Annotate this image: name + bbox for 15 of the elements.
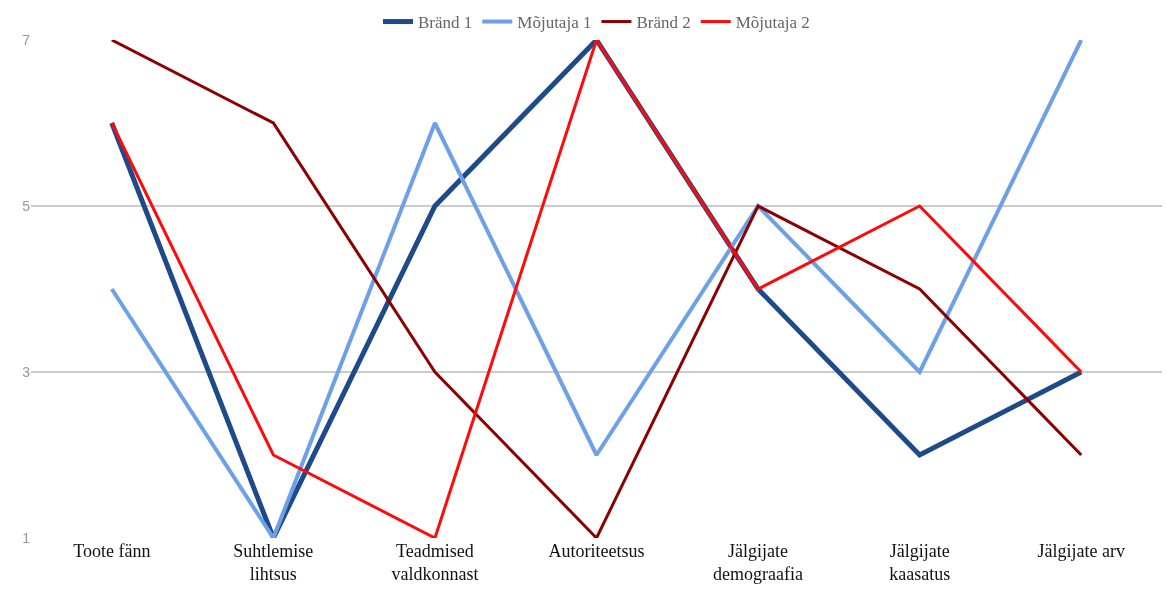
x-tick-label: Jälgijate demograafia <box>713 541 804 585</box>
legend-label: Bränd 2 <box>636 13 691 33</box>
x-tick-label: Autoriteetsus <box>548 541 645 561</box>
x-tick-label: Suhtlemise lihtsus <box>233 541 314 585</box>
y-tick-label: 7 <box>22 31 31 48</box>
legend-label: Mõjutaja 2 <box>735 13 810 33</box>
x-tick-label: Jälgijate kaasatus <box>889 541 951 585</box>
y-tick-label: 1 <box>22 529 31 546</box>
y-tick-label: 3 <box>22 363 31 380</box>
legend-label: Bränd 1 <box>418 13 473 33</box>
x-tick-label: Teadmised valdkonnast <box>391 541 479 585</box>
legend-label: Mõjutaja 1 <box>517 13 592 33</box>
y-tick-label: 5 <box>22 197 31 214</box>
x-tick-label: Toote fänn <box>73 541 151 561</box>
x-tick-label: Jälgijate arv <box>1037 541 1125 561</box>
